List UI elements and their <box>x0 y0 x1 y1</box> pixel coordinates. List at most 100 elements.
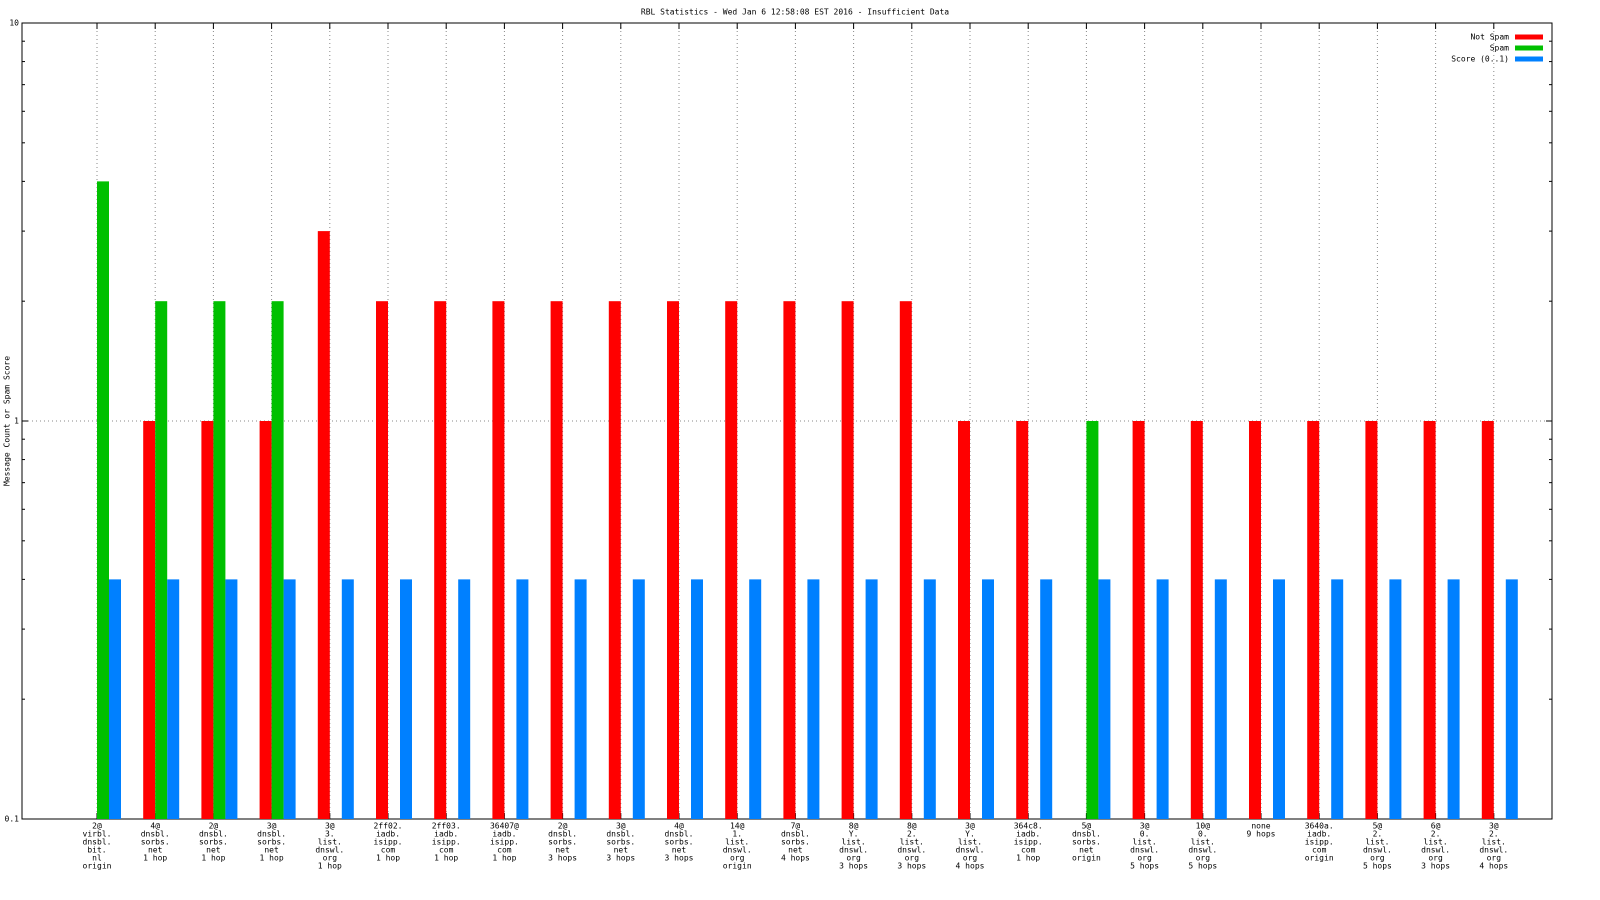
x-tick-label: 8@ <box>907 822 917 831</box>
bar <box>725 301 738 819</box>
x-tick-label: net <box>264 846 279 855</box>
x-tick-label: 9 hops <box>1247 830 1276 839</box>
bar <box>1307 421 1320 819</box>
x-tick-label: dnsbl. <box>199 830 228 839</box>
bar <box>1086 421 1099 819</box>
x-tick-label: dnswl. <box>1479 846 1508 855</box>
x-tick-label: 1 hop <box>1016 854 1040 863</box>
y-tick-label: 1 <box>14 417 19 426</box>
x-tick-label: 3 hops <box>606 854 635 863</box>
x-tick-label: 3 hops <box>839 862 868 871</box>
x-tick-label: 1 hop <box>376 854 400 863</box>
x-tick-label: 3 hops <box>665 854 694 863</box>
x-tick-label: com <box>497 846 512 855</box>
bar <box>1190 421 1203 819</box>
x-tick-label: dnswl. <box>956 846 985 855</box>
x-tick-label: 3@ <box>1489 822 1499 831</box>
x-tick-label: isipp. <box>1305 838 1334 847</box>
x-tick-label: none <box>1251 822 1270 831</box>
x-tick-label: list. <box>1482 838 1506 847</box>
bar <box>1331 579 1344 819</box>
x-tick-label: dnsbl. <box>141 830 170 839</box>
bar <box>1389 579 1402 819</box>
x-tick-label: list. <box>725 838 749 847</box>
legend-swatch <box>1515 56 1543 62</box>
y-axis-label: Message Count or Spam Score <box>3 356 12 486</box>
bar <box>1481 421 1494 819</box>
x-tick-label: 3@ <box>965 822 975 831</box>
x-tick-label: dnsbl. <box>781 830 810 839</box>
bar <box>271 301 284 819</box>
x-tick-label: dnswl. <box>897 846 926 855</box>
x-tick-label: dnsbl. <box>665 830 694 839</box>
x-tick-label: 364c8. <box>1014 822 1043 831</box>
x-tick-label: net <box>148 846 163 855</box>
bar <box>167 579 180 819</box>
bar <box>632 579 645 819</box>
x-tick-label: 1 hop <box>492 854 516 863</box>
x-tick-label: 10@ <box>1196 822 1211 831</box>
x-tick-label: origin <box>1305 854 1334 863</box>
x-tick-label: org <box>323 854 338 863</box>
x-tick-label: org <box>905 854 920 863</box>
bar <box>259 421 272 819</box>
x-tick-label: origin <box>83 862 112 871</box>
x-tick-label: 4 hops <box>1479 862 1508 871</box>
x-tick-label: origin <box>723 862 752 871</box>
x-tick-label: 2@ <box>92 822 102 831</box>
bar <box>516 579 529 819</box>
bar <box>841 301 854 819</box>
x-tick-label: 4@ <box>150 822 160 831</box>
bar <box>958 421 970 819</box>
x-tick-label: 5 hops <box>1188 862 1217 871</box>
bar <box>691 579 703 819</box>
x-tick-label: 4 hops <box>781 854 810 863</box>
x-tick-label: 0. <box>1198 830 1208 839</box>
x-tick-label: 1 hop <box>260 854 284 863</box>
x-tick-label: sorbs. <box>665 838 694 847</box>
x-tick-label: list. <box>1133 838 1157 847</box>
x-tick-label: dnswl. <box>723 846 752 855</box>
x-tick-label: iadb. <box>1016 830 1040 839</box>
x-tick-label: dnsbl. <box>548 830 577 839</box>
legend-label: Spam <box>1490 44 1509 53</box>
x-tick-label: org <box>1137 854 1152 863</box>
bar <box>376 301 388 819</box>
x-tick-label: list. <box>842 838 866 847</box>
x-tick-label: dnswl. <box>1130 846 1159 855</box>
y-tick-label: 10 <box>9 19 19 28</box>
x-tick-label: net <box>555 846 570 855</box>
x-tick-label: org <box>963 854 978 863</box>
x-tick-label: 5 hops <box>1363 862 1392 871</box>
bar <box>1447 579 1460 819</box>
x-tick-label: com <box>439 846 454 855</box>
x-tick-label: org <box>1196 854 1211 863</box>
x-tick-label: dnsbl. <box>257 830 286 839</box>
bar <box>1273 579 1285 819</box>
x-tick-label: dnsbl. <box>1072 830 1101 839</box>
x-tick-label: org <box>1370 854 1385 863</box>
x-tick-label: isipp. <box>1014 838 1043 847</box>
x-tick-label: 7@ <box>791 822 801 831</box>
bar <box>341 579 354 819</box>
x-tick-label: dnswl. <box>839 846 868 855</box>
x-tick-label: 3@ <box>325 822 335 831</box>
bar <box>225 579 238 819</box>
bar <box>1214 579 1227 819</box>
x-tick-label: bit. <box>87 846 106 855</box>
x-tick-label: sorbs. <box>141 838 170 847</box>
x-tick-label: list. <box>900 838 924 847</box>
x-tick-label: isipp. <box>490 838 519 847</box>
bar <box>899 301 912 819</box>
bar <box>1132 421 1145 819</box>
x-tick-label: dnsbl. <box>83 838 112 847</box>
x-tick-label: 4@ <box>674 822 684 831</box>
bar <box>1040 579 1053 819</box>
x-tick-label: 3640a. <box>1305 822 1334 831</box>
legend-label: Score (0..1) <box>1451 55 1509 64</box>
x-tick-label: 2@ <box>209 822 219 831</box>
x-tick-label: org <box>1428 854 1443 863</box>
bar <box>1249 421 1261 819</box>
x-tick-label: sorbs. <box>606 838 635 847</box>
bar <box>749 579 762 819</box>
